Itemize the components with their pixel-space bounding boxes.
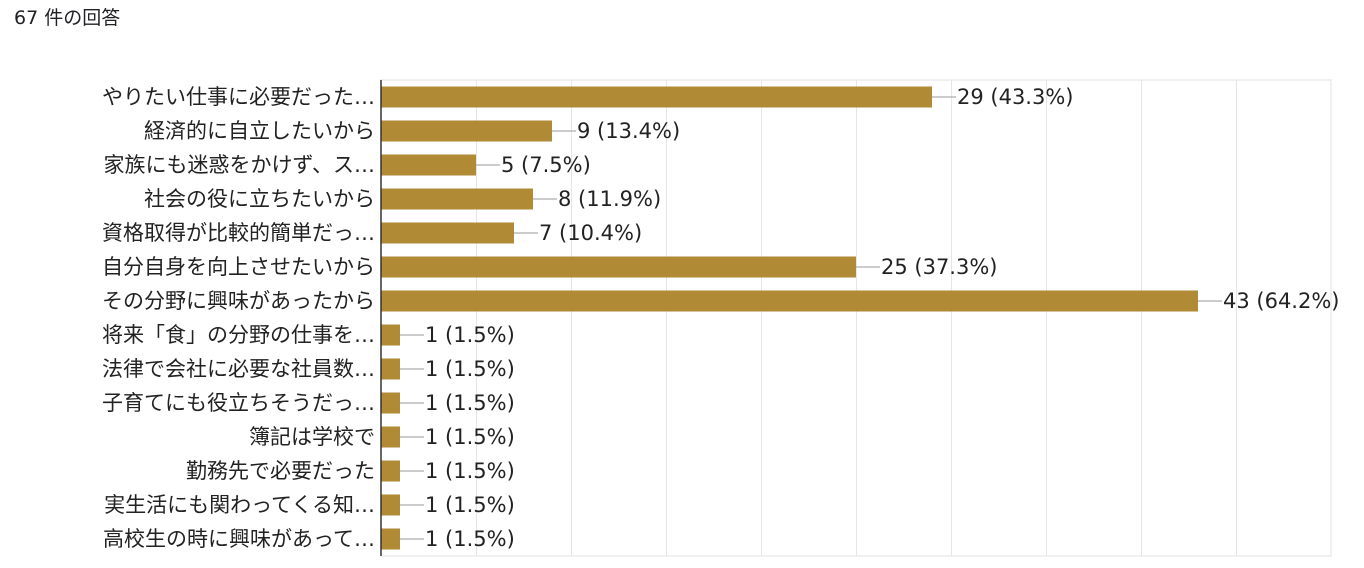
category-label: 高校生の時に興味があって… (103, 527, 375, 551)
category-label: 経済的に自立したいから (144, 119, 375, 143)
data-label: 43 (64.2%) (1223, 289, 1340, 313)
category-label: やりたい仕事に必要だった… (102, 85, 375, 109)
data-label: 1 (1.5%) (425, 425, 515, 449)
category-label: 自分自身を向上させたいから (102, 255, 375, 279)
bar (381, 494, 400, 516)
bar (381, 154, 476, 176)
bar (381, 120, 552, 142)
data-label: 8 (11.9%) (558, 187, 661, 211)
chart-grid (380, 79, 1332, 557)
category-label: 家族にも迷惑をかけず、ス… (103, 153, 375, 177)
bar (381, 290, 1198, 312)
data-label: 5 (7.5%) (501, 153, 591, 177)
data-label: 29 (43.3%) (957, 85, 1074, 109)
bar (381, 222, 514, 244)
bar (381, 324, 400, 346)
data-label: 1 (1.5%) (425, 357, 515, 381)
bar (381, 188, 533, 210)
category-label: 簿記は学校で (249, 425, 375, 449)
category-label: 勤務先で必要だった (186, 459, 375, 483)
bar (381, 528, 400, 550)
data-label: 9 (13.4%) (577, 119, 680, 143)
data-labels: 29 (43.3%) 9 (13.4%) 5 (7.5%) 8 (11.9%) 7 (1… (400, 85, 1340, 551)
bar (381, 426, 400, 448)
bar (381, 86, 932, 108)
data-label: 7 (10.4%) (539, 221, 642, 245)
bar (381, 256, 856, 278)
data-label: 1 (1.5%) (425, 459, 515, 483)
bar (381, 460, 400, 482)
data-label: 1 (1.5%) (425, 493, 515, 517)
category-label: 法律で会社に必要な社員数… (102, 357, 375, 381)
category-label: その分野に興味があったから (102, 289, 375, 313)
bar (381, 358, 400, 380)
data-label: 1 (1.5%) (425, 391, 515, 415)
response-count: 67 件の回答 (14, 7, 121, 29)
category-label: 子育てにも役立ちそうだっ… (102, 391, 375, 415)
category-label: 実生活にも関わってくる知… (104, 493, 375, 517)
data-label: 1 (1.5%) (425, 527, 515, 551)
category-label: 将来「食」の分野の仕事を… (102, 323, 375, 347)
data-label: 1 (1.5%) (425, 323, 515, 347)
category-label: 社会の役に立ちたいから (144, 187, 375, 211)
data-label: 25 (37.3%) (881, 255, 998, 279)
chart-bars (381, 86, 1198, 550)
bar (381, 392, 400, 414)
category-label: 資格取得が比較的簡単だっ… (102, 221, 375, 245)
